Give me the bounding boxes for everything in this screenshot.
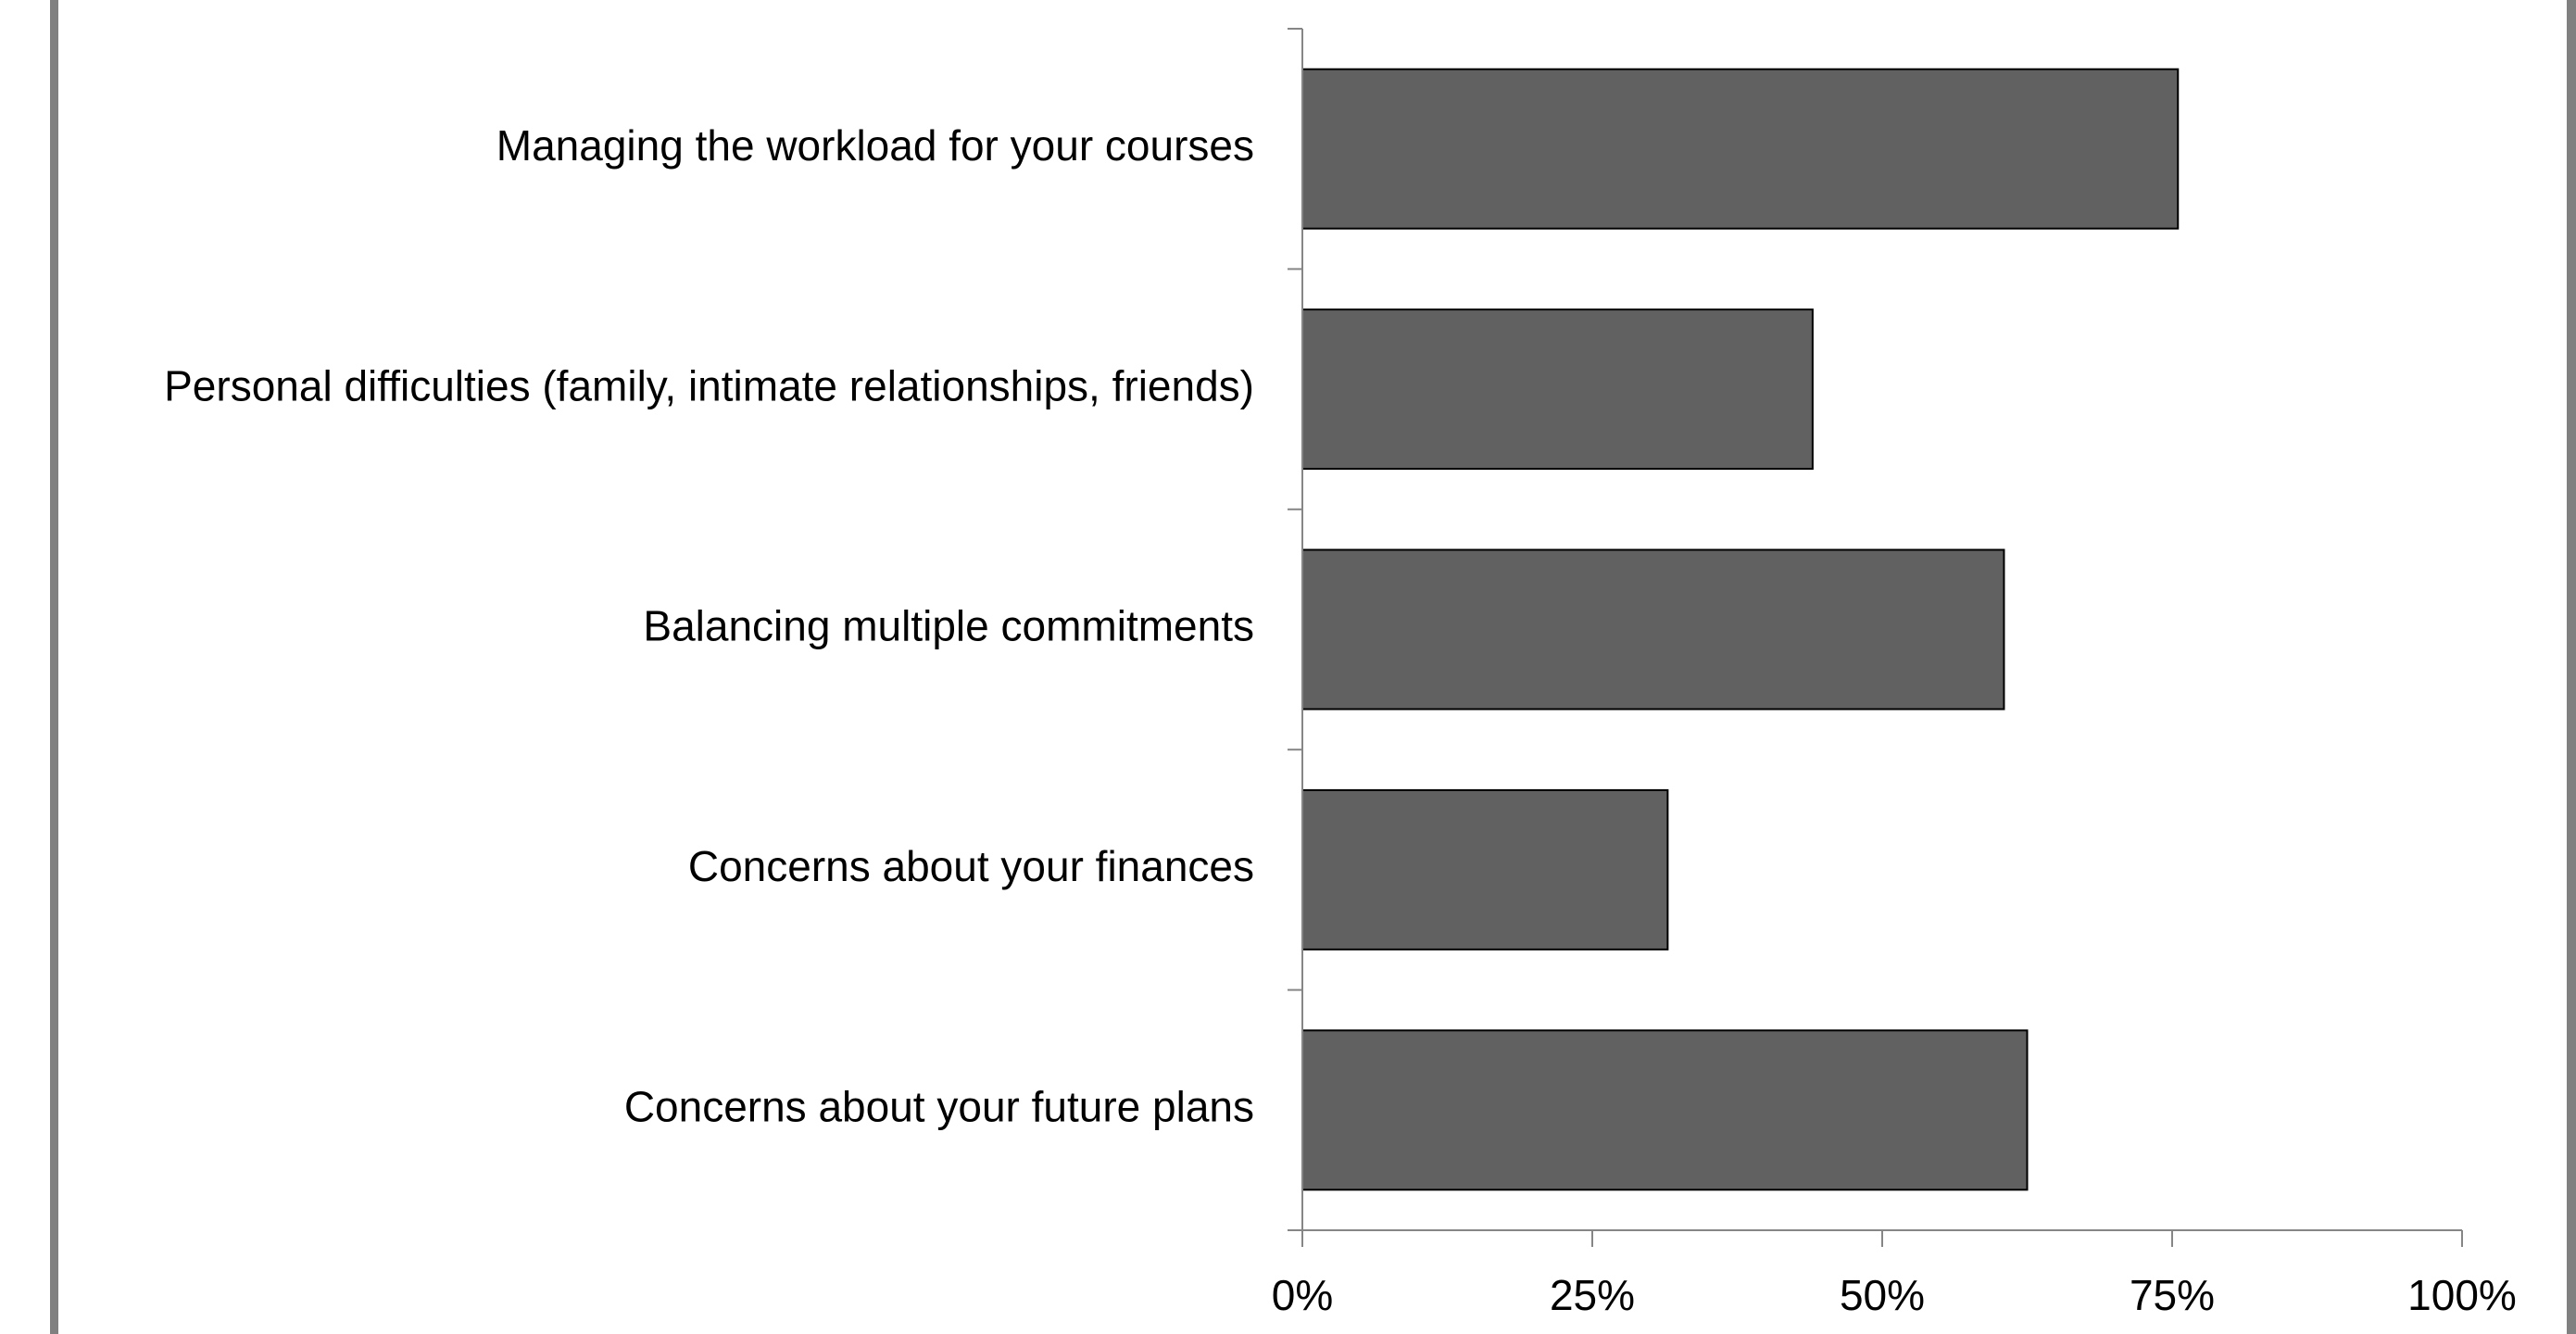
x-tick-label-4: 100% (2407, 1271, 2517, 1319)
category-label-2: Balancing multiple commitments (643, 602, 1254, 650)
bars-layer (1301, 68, 2180, 1191)
frame-right-border (2567, 0, 2576, 1334)
x-tick-label-3: 75% (2130, 1271, 2215, 1319)
x-tick-label-0: 0% (1272, 1271, 1333, 1319)
bar-2 (1301, 548, 2005, 711)
x-tick-label-2: 50% (1840, 1271, 1925, 1319)
frame-left-border (50, 0, 58, 1334)
bar-3 (1301, 788, 1669, 950)
bar-1 (1301, 308, 1814, 471)
x-tick-label-1: 25% (1550, 1271, 1635, 1319)
axes-layer (1288, 28, 2463, 1247)
category-label-0: Managing the workload for your courses (496, 121, 1254, 170)
labels-layer: Managing the workload for your courses Pe… (164, 121, 2517, 1319)
category-label-4: Concerns about your future plans (624, 1082, 1254, 1130)
bar-4 (1301, 1029, 2029, 1191)
category-label-3: Concerns about your finances (688, 842, 1254, 890)
category-label-1: Personal difficulties (family, intimate … (164, 361, 1254, 409)
bar-0 (1301, 68, 2180, 230)
